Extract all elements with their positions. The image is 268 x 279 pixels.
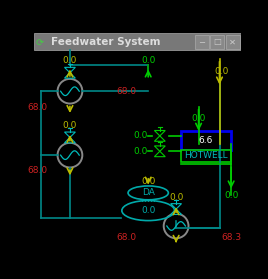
Text: 68.0: 68.0 [27, 103, 47, 112]
FancyBboxPatch shape [195, 35, 209, 49]
Polygon shape [154, 131, 165, 136]
Polygon shape [154, 136, 165, 141]
Polygon shape [65, 132, 75, 138]
Text: 0.0: 0.0 [169, 193, 183, 202]
Text: 0.0: 0.0 [191, 114, 206, 123]
Text: 0.0: 0.0 [133, 147, 148, 156]
Text: 0.0: 0.0 [215, 68, 229, 76]
Polygon shape [154, 146, 165, 151]
Text: □: □ [213, 37, 221, 46]
Text: ⟳: ⟳ [36, 38, 44, 48]
Polygon shape [65, 73, 75, 78]
Polygon shape [171, 204, 181, 209]
Text: ─: ─ [199, 37, 204, 46]
Text: 0.0: 0.0 [141, 56, 155, 65]
Text: Feedwater System: Feedwater System [51, 37, 160, 47]
Text: 68.0: 68.0 [116, 233, 137, 242]
Polygon shape [65, 138, 75, 143]
Polygon shape [65, 67, 75, 73]
Text: 68.0: 68.0 [116, 87, 137, 96]
Text: 68.0: 68.0 [27, 166, 47, 175]
Text: 0.0: 0.0 [133, 131, 148, 140]
FancyBboxPatch shape [181, 150, 231, 162]
Polygon shape [171, 209, 181, 215]
Text: 0.0: 0.0 [63, 121, 77, 130]
Text: 0.0: 0.0 [141, 206, 155, 215]
FancyBboxPatch shape [181, 131, 231, 150]
Text: 68.3: 68.3 [221, 233, 241, 242]
Text: DA: DA [142, 188, 155, 197]
Text: 0.0: 0.0 [224, 191, 238, 200]
Text: 0.0: 0.0 [63, 56, 77, 65]
Text: 0.0: 0.0 [141, 177, 155, 186]
Text: HOTWELL: HOTWELL [184, 151, 227, 160]
FancyBboxPatch shape [34, 33, 241, 50]
FancyBboxPatch shape [226, 35, 240, 49]
FancyBboxPatch shape [210, 35, 224, 49]
Polygon shape [154, 151, 165, 157]
Text: ✕: ✕ [229, 37, 236, 46]
Text: 6.6: 6.6 [198, 136, 213, 145]
